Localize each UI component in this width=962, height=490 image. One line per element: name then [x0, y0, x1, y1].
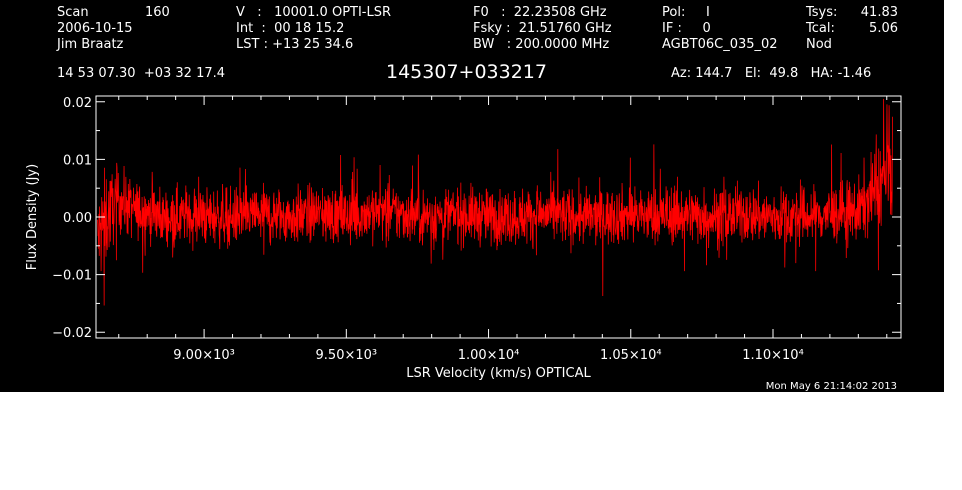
- y-axis: −0.02 −0.01 0.00 0.01 0.02: [52, 96, 901, 341]
- sky-frequency: Fsky : 21.51760 GHz: [473, 21, 612, 36]
- x-axis-title: LSR Velocity (km/s) OPTICAL: [406, 366, 591, 381]
- bandwidth: BW : 200.0000 MHz: [473, 37, 610, 52]
- tsys-label: Tsys:: [806, 5, 838, 20]
- y-tick-label: −0.02: [52, 326, 92, 341]
- spectrum-trace: [97, 98, 893, 306]
- timestamp: Mon May 6 21:14:02 2013: [766, 381, 897, 392]
- observer-name: Jim Braatz: [57, 37, 124, 52]
- scan-label: Scan: [57, 5, 89, 20]
- if-number: IF : 0: [662, 21, 711, 36]
- tcal-label: Tcal:: [806, 21, 835, 36]
- scan-number: 160: [145, 5, 170, 20]
- x-axis: 9.00×10³ 9.50×10³ 1.00×10⁴ 1.05×10⁴ 1.10×10⁴: [118, 96, 888, 363]
- integration-time: Int : 00 18 15.2: [236, 21, 345, 36]
- source-coordinates: 14 53 07.30 +03 32 17.4: [57, 66, 226, 81]
- tcal-value: 5.06: [869, 21, 898, 36]
- lst-info: LST : +13 25 34.6: [236, 37, 354, 52]
- plot-panel: Scan 160 2006-10-15 Jim Braatz V : 10001…: [0, 0, 944, 392]
- tsys-value: 41.83: [860, 5, 898, 20]
- y-tick-label: 0.01: [63, 153, 92, 168]
- project-id: AGBT06C_035_02: [662, 37, 778, 52]
- x-tick-label: 1.10×10⁴: [742, 348, 804, 363]
- x-tick-label: 9.00×10³: [173, 348, 235, 363]
- x-tick-label: 9.50×10³: [316, 348, 378, 363]
- y-tick-label: 0.02: [63, 96, 92, 111]
- observation-date: 2006-10-15: [57, 21, 133, 36]
- switching-mode: Nod: [806, 37, 832, 52]
- x-tick-label: 1.05×10⁴: [600, 348, 662, 363]
- y-axis-title: Flux Density (Jy): [25, 164, 40, 270]
- x-tick-label: 1.00×10⁴: [458, 348, 520, 363]
- rest-frequency: F0 : 22.23508 GHz: [473, 5, 607, 20]
- pointing-info: Az: 144.7 El: 49.8 HA: -1.46: [671, 66, 872, 81]
- spectrum-line: [97, 98, 893, 306]
- velocity-info: V : 10001.0 OPTI-LSR: [236, 5, 392, 20]
- spectrum-chart: 9.00×10³ 9.50×10³ 1.00×10⁴ 1.05×10⁴ 1.10×10⁴…: [25, 95, 902, 392]
- polarization: Pol: I: [662, 5, 710, 20]
- y-tick-label: 0.00: [63, 211, 92, 226]
- y-tick-label: −0.01: [52, 269, 92, 284]
- source-name: 145307+033217: [386, 61, 547, 83]
